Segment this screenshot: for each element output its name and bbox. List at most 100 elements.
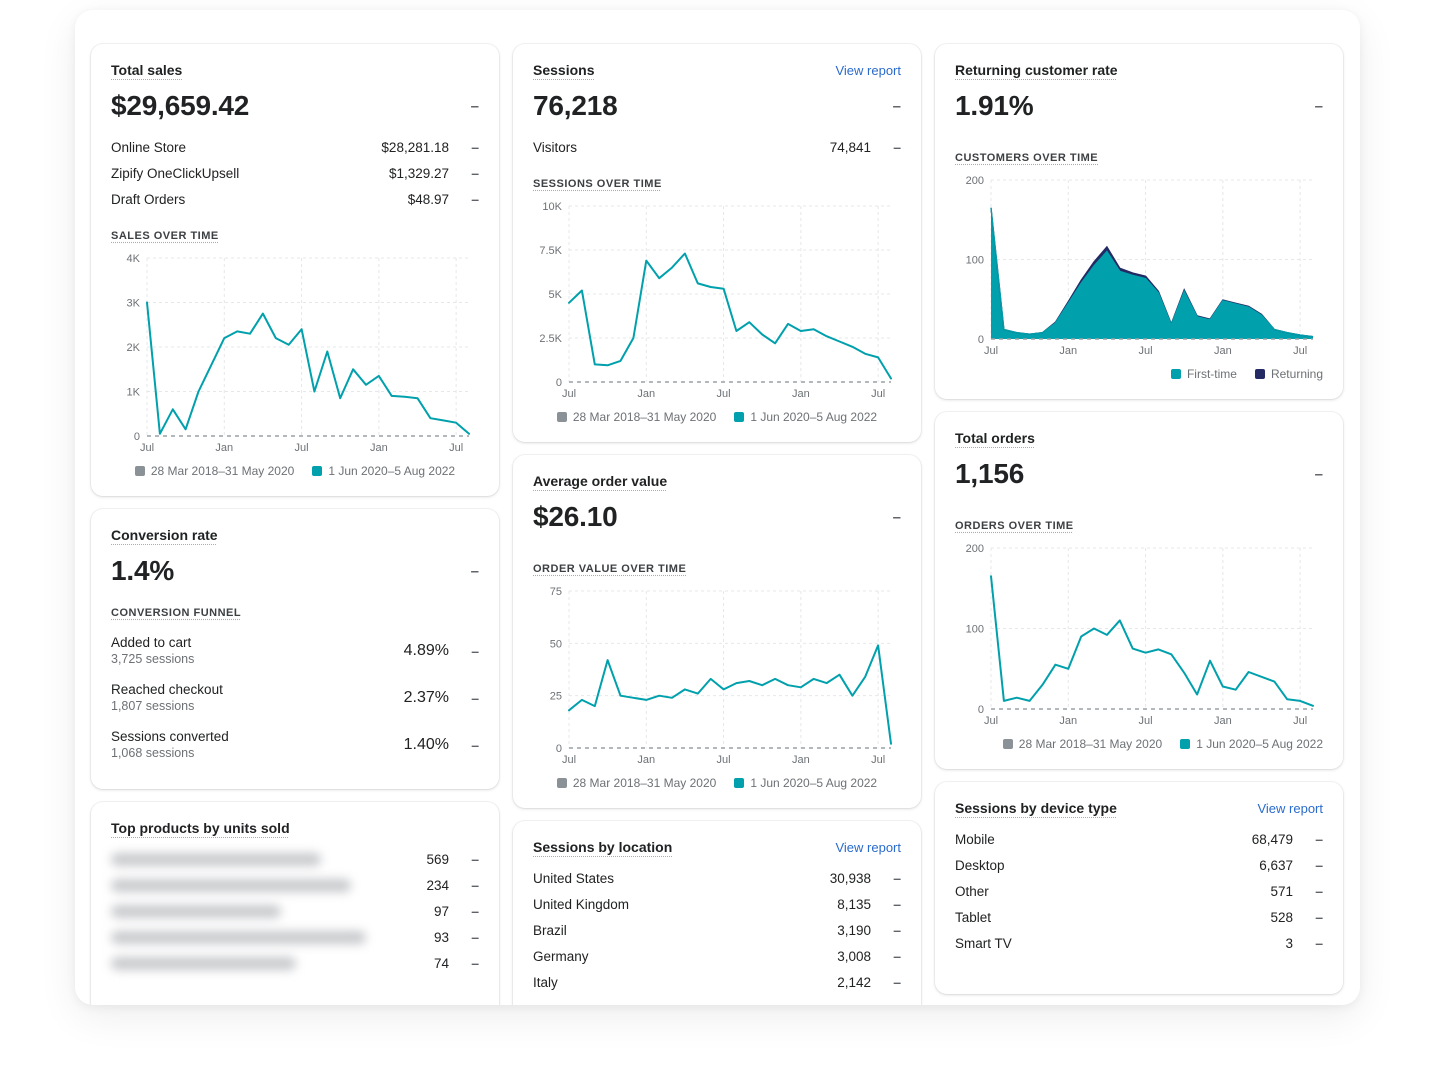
table-row: Draft Orders $48.97 – xyxy=(111,186,479,212)
average-order-value-title[interactable]: Average order value xyxy=(533,473,668,489)
legend-item-previous-period: 28 Mar 2018–31 May 2020 xyxy=(1002,737,1162,751)
legend-swatch-navy xyxy=(1254,369,1265,379)
sessions-by-device-title[interactable]: Sessions by device type xyxy=(955,800,1117,816)
device-sessions: 571 xyxy=(1270,883,1293,899)
legend-item-returning: Returning xyxy=(1254,367,1323,381)
legend-swatch-gray xyxy=(134,466,145,476)
total-sales-card: Total sales $29,659.42 – Online Store $2… xyxy=(91,44,499,496)
change-indicator: – xyxy=(1315,909,1323,925)
sessions-view-report-link[interactable]: View report xyxy=(835,63,901,78)
change-indicator: – xyxy=(893,896,901,912)
funnel-step-sessions-converted: Sessions converted 1,068 sessions 1.40% … xyxy=(111,721,479,768)
order-value-over-time-label[interactable]: ORDER VALUE OVER TIME xyxy=(533,563,687,575)
customers-over-time-chart: 0 100 200 Jul Jan Jul Jan Jul xyxy=(955,172,1323,359)
product-units: 93 xyxy=(433,929,449,945)
funnel-step-label: Added to cart xyxy=(111,635,192,650)
devices-view-report-link[interactable]: View report xyxy=(1257,801,1323,816)
legend-swatch-teal xyxy=(1170,369,1181,379)
change-indicator: – xyxy=(1315,935,1323,951)
legend-item-previous-period: 28 Mar 2018–31 May 2020 xyxy=(556,776,716,790)
device-label: Smart TV xyxy=(955,935,1012,951)
total-orders-title[interactable]: Total orders xyxy=(955,430,1035,446)
svg-text:Jul: Jul xyxy=(1139,715,1153,727)
sales-over-time-label[interactable]: SALES OVER TIME xyxy=(111,230,219,242)
devices-list: Mobile 68,479 – Desktop 6,637 – Other 57… xyxy=(955,826,1323,956)
conversion-funnel-label[interactable]: CONVERSION FUNNEL xyxy=(111,607,242,619)
country-label: United Kingdom xyxy=(533,896,630,912)
svg-text:2.5K: 2.5K xyxy=(539,333,562,345)
sessions-title[interactable]: Sessions xyxy=(533,62,595,78)
funnel-step-label: Reached checkout xyxy=(111,682,223,697)
svg-text:Jul: Jul xyxy=(140,442,154,454)
svg-text:Jan: Jan xyxy=(637,388,655,400)
change-indicator: – xyxy=(471,851,479,867)
svg-text:7.5K: 7.5K xyxy=(539,245,562,257)
sessions-over-time-label[interactable]: SESSIONS OVER TIME xyxy=(533,178,662,190)
top-products-title[interactable]: Top products by units sold xyxy=(111,820,290,836)
table-row: Online Store $28,281.18 – xyxy=(111,134,479,160)
svg-text:5K: 5K xyxy=(549,289,563,301)
blurred-product-name xyxy=(111,904,281,918)
svg-text:3K: 3K xyxy=(127,298,141,310)
device-label: Desktop xyxy=(955,857,1005,873)
chart-legend: 28 Mar 2018–31 May 2020 1 Jun 2020–5 Aug… xyxy=(533,776,901,790)
product-units: 234 xyxy=(426,877,449,893)
legend-swatch-teal xyxy=(312,466,323,476)
sessions-by-location-title[interactable]: Sessions by location xyxy=(533,839,673,855)
sales-over-time-chart: 0 1K 2K 3K 4K Jul Jan Jul Jan Jul xyxy=(111,250,479,456)
table-row: Smart TV 3 – xyxy=(955,930,1323,956)
order-value-over-time-chart: 0 25 50 75 Jul Jan Jul Jan Jul xyxy=(533,583,901,768)
top-products-card: Top products by units sold 569 – 234 – 9… xyxy=(91,802,499,1005)
channel-label: Draft Orders xyxy=(111,191,186,207)
table-row: 569 – xyxy=(111,846,479,872)
table-row: 97 – xyxy=(111,898,479,924)
device-label: Tablet xyxy=(955,909,992,925)
svg-text:10K: 10K xyxy=(542,201,562,213)
returning-customer-rate-card: Returning customer rate 1.91% – CUSTOMER… xyxy=(935,44,1343,399)
svg-text:Jul: Jul xyxy=(1293,715,1307,727)
orders-over-time-label[interactable]: ORDERS OVER TIME xyxy=(955,520,1074,532)
change-indicator: – xyxy=(471,903,479,919)
legend-swatch-gray xyxy=(556,778,567,788)
change-indicator: – xyxy=(1315,883,1323,899)
table-row: Zipify OneClickUpsell $1,329.27 – xyxy=(111,160,479,186)
change-indicator: – xyxy=(471,139,479,155)
returning-customer-rate-title[interactable]: Returning customer rate xyxy=(955,62,1118,78)
change-indicator: – xyxy=(471,191,479,207)
sessions-by-location-card: Sessions by location View report United … xyxy=(513,821,921,1005)
total-orders-value: 1,156 xyxy=(955,458,1025,489)
legend-swatch-gray xyxy=(1002,739,1013,749)
orders-change-indicator: – xyxy=(1314,465,1323,483)
change-indicator: – xyxy=(471,642,479,659)
product-units: 74 xyxy=(433,955,449,971)
legend-item-current-period: 1 Jun 2020–5 Aug 2022 xyxy=(734,776,877,790)
table-row: 74 – xyxy=(111,950,479,976)
table-row: Other 571 – xyxy=(955,878,1323,904)
total-sales-value: $29,659.42 xyxy=(111,90,250,121)
legend-swatch-teal xyxy=(734,778,745,788)
svg-text:Jan: Jan xyxy=(792,754,810,766)
legend-swatch-gray xyxy=(556,412,567,422)
svg-text:Jul: Jul xyxy=(1139,345,1153,357)
conversion-rate-title[interactable]: Conversion rate xyxy=(111,527,218,543)
total-sales-title[interactable]: Total sales xyxy=(111,62,183,78)
blurred-product-name xyxy=(111,878,351,892)
legend-item-previous-period: 28 Mar 2018–31 May 2020 xyxy=(556,410,716,424)
table-row: Brazil 3,190 – xyxy=(533,917,901,943)
svg-text:Jul: Jul xyxy=(984,715,998,727)
change-indicator: – xyxy=(893,974,901,990)
customers-over-time-label[interactable]: CUSTOMERS OVER TIME xyxy=(955,152,1099,164)
change-indicator: – xyxy=(893,139,901,155)
svg-text:4K: 4K xyxy=(127,253,141,265)
locations-view-report-link[interactable]: View report xyxy=(835,840,901,855)
change-indicator: – xyxy=(471,955,479,971)
funnel-step-rate: 1.40% xyxy=(403,735,449,753)
average-order-value: $26.10 xyxy=(533,501,618,532)
funnel-step-reached-checkout: Reached checkout 1,807 sessions 2.37% – xyxy=(111,674,479,721)
conversion-change-indicator: – xyxy=(470,562,479,580)
change-indicator: – xyxy=(1315,857,1323,873)
svg-text:100: 100 xyxy=(966,255,984,267)
svg-text:0: 0 xyxy=(978,704,984,716)
svg-text:Jul: Jul xyxy=(871,754,885,766)
svg-text:Jan: Jan xyxy=(1214,715,1232,727)
